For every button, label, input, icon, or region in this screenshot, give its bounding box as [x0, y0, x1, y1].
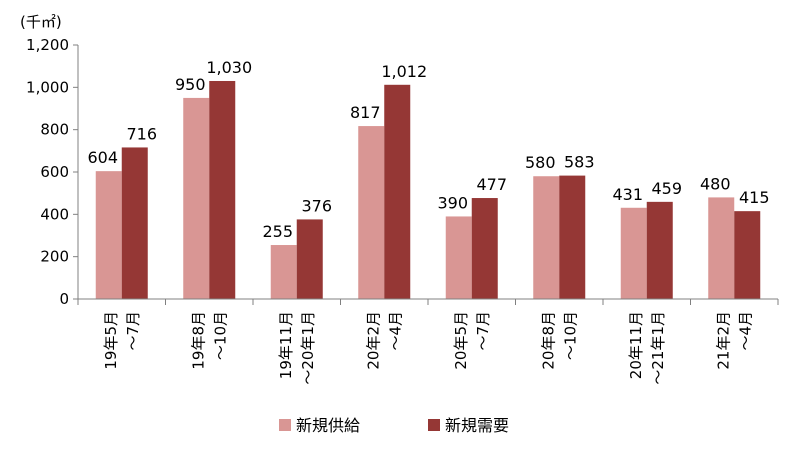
legend: 新規供給 新規需要 — [279, 416, 509, 435]
bar-supply — [95, 171, 122, 299]
data-label: 459 — [651, 179, 682, 198]
x-category-label: 19年8月 — [189, 311, 207, 370]
y-tick-label: 1,000 — [26, 78, 69, 96]
bar-demand — [121, 147, 148, 299]
legend-label: 新規供給 — [296, 416, 360, 435]
data-label: 1,012 — [381, 62, 427, 81]
bar-demand — [734, 211, 761, 299]
y-unit-label: (千㎡) — [20, 13, 62, 31]
x-category-label: 20年8月 — [539, 311, 557, 370]
bar-demand — [471, 198, 498, 299]
bar-demand — [559, 175, 586, 299]
data-label: 376 — [301, 196, 332, 215]
data-label: 1,030 — [206, 58, 252, 77]
data-label: 255 — [262, 222, 293, 241]
x-category-label: 19年11月 — [277, 311, 295, 379]
bar-supply — [358, 126, 385, 300]
y-tick-label: 400 — [40, 205, 69, 223]
data-label: 583 — [564, 153, 595, 172]
x-category-label: 21年2月 — [714, 311, 732, 370]
x-category-label: ～10月 — [561, 311, 579, 360]
legend-swatch — [279, 419, 291, 431]
x-category-label: ～4月 — [386, 311, 404, 351]
y-tick-label: 600 — [40, 163, 69, 181]
x-axis: 19年5月 ～7月 19年8月 ～10月 19年11月 ～20年1月 20年2月 ～4月 20年… — [77, 298, 779, 385]
bar-demand — [384, 84, 411, 299]
bar-demand — [209, 80, 236, 299]
data-label: 950 — [175, 75, 206, 94]
data-label: 817 — [350, 103, 381, 122]
bar-supply — [620, 207, 647, 299]
x-category-label: 20年5月 — [452, 311, 470, 370]
x-category-label: ～20年1月 — [299, 311, 317, 385]
y-tick-label: 200 — [40, 248, 69, 266]
bar-demand — [646, 201, 673, 299]
legend-label: 新規需要 — [445, 416, 509, 435]
data-label: 477 — [476, 175, 507, 194]
data-label: 415 — [739, 188, 770, 207]
legend-swatch — [428, 419, 440, 431]
data-label: 480 — [700, 174, 731, 193]
data-label: 604 — [87, 148, 118, 167]
bar-supply — [270, 245, 297, 299]
x-category-label: ～21年1月 — [649, 311, 667, 385]
bar-supply — [445, 216, 472, 299]
bar-demand — [296, 219, 323, 299]
data-label: 716 — [126, 124, 157, 143]
x-category-label: ～7月 — [124, 311, 142, 351]
bar-supply — [183, 97, 210, 300]
x-category-label: 19年5月 — [102, 311, 120, 370]
y-tick-label: 0 — [59, 290, 69, 308]
x-category-label: ～10月 — [211, 311, 229, 360]
y-tick-label: 1,200 — [26, 36, 69, 54]
bar-supply — [708, 197, 735, 299]
x-category-label: ～7月 — [474, 311, 492, 351]
bars — [95, 80, 761, 300]
y-tick-label: 800 — [40, 121, 69, 139]
bar-supply — [533, 176, 560, 299]
data-label: 431 — [612, 185, 643, 204]
y-axis: 0 200 400 600 800 1,000 1,200 — [26, 36, 79, 308]
x-category-label: 20年2月 — [364, 311, 382, 370]
data-label: 580 — [525, 153, 556, 172]
data-label: 390 — [437, 193, 468, 212]
x-category-label: ～4月 — [736, 311, 754, 351]
x-category-label: 20年11月 — [627, 311, 645, 379]
